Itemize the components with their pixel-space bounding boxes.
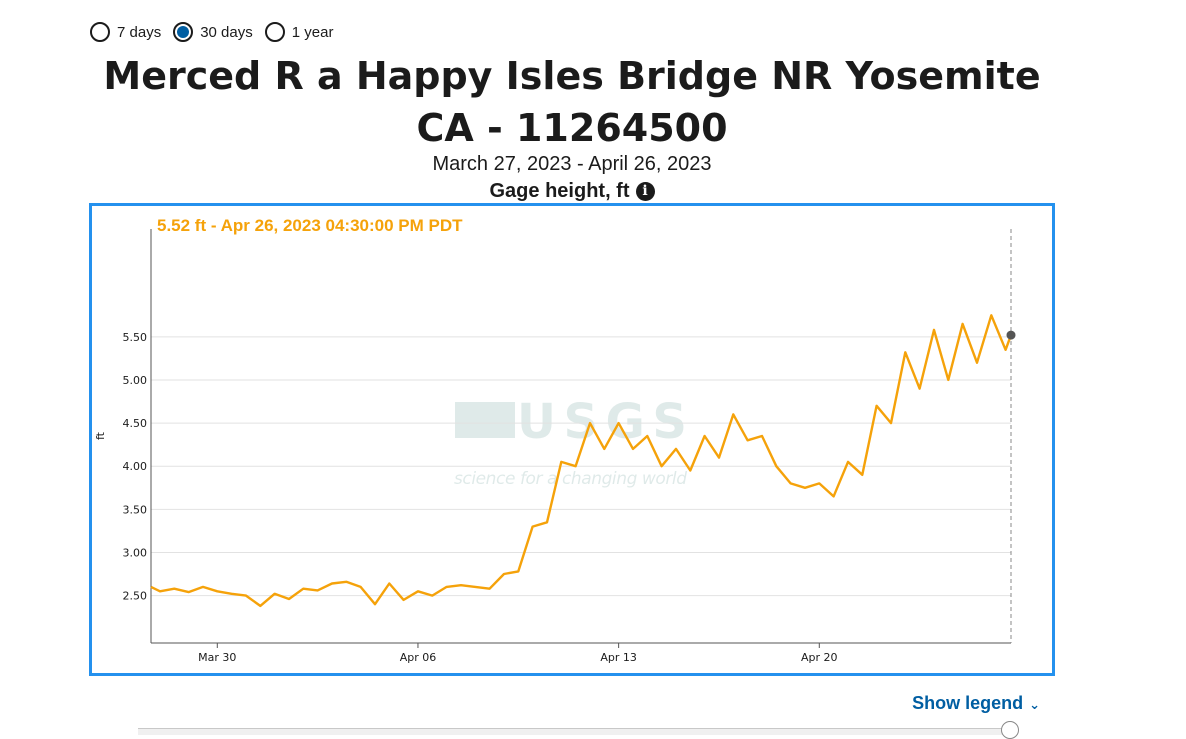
- y-tick-label: 3.50: [123, 503, 148, 516]
- x-tick-label: Mar 30: [198, 651, 236, 664]
- chevron-down-icon: ⌄: [1029, 697, 1040, 712]
- radio-button[interactable]: [173, 22, 194, 42]
- y-tick-label: 4.00: [123, 460, 148, 473]
- axes: [150, 229, 1011, 648]
- gage-height-series-line: [150, 314, 1013, 608]
- period-selector: 7 days 30 days 1 year: [90, 18, 345, 46]
- svg-text:science for a changing world: science for a changing world: [454, 469, 687, 489]
- value-tooltip: 5.52 ft - Apr 26, 2023 04:30:00 PM PDT: [157, 216, 463, 235]
- y-tick-label: 2.50: [123, 590, 148, 603]
- x-tick-label: Apr 13: [600, 651, 637, 664]
- info-icon[interactable]: i: [635, 182, 655, 201]
- gage-height-chart[interactable]: USGS science for a changing world ft 5.5…: [92, 206, 1052, 673]
- y-tick-label: 4.50: [123, 417, 148, 430]
- radio-button[interactable]: [264, 22, 285, 42]
- page-title: Merced R a Happy Isles Bridge NR Yosemit…: [103, 54, 1041, 150]
- radio-button[interactable]: [90, 22, 110, 42]
- radio-1-year[interactable]: 1 year: [264, 22, 334, 42]
- grid-lines: [151, 336, 1011, 597]
- svg-text:USGS: USGS: [517, 394, 687, 450]
- radio-label: 1 year: [291, 23, 334, 41]
- x-tick-label: Apr 06: [400, 651, 437, 664]
- current-value-point[interactable]: [1006, 330, 1016, 340]
- parameter-heading: Gage height, ft i: [90, 180, 1054, 203]
- radio-label: 30 days: [200, 23, 253, 41]
- x-tick-labels: Mar 30 Apr 06 Apr 13 Apr 20: [198, 651, 837, 664]
- show-legend-label: Show legend: [912, 693, 1024, 713]
- x-tick-label: Apr 20: [801, 651, 838, 664]
- show-legend-button[interactable]: Show legend ⌄: [912, 693, 1040, 714]
- y-tick-labels: 5.50 5.00 4.50 4.00 3.50 3.00 2.50: [123, 331, 148, 603]
- parameter-label: Gage height, ft: [489, 180, 630, 202]
- y-tick-label: 3.00: [123, 546, 148, 559]
- radio-30-days[interactable]: 30 days: [173, 22, 253, 42]
- y-tick-label: 5.50: [123, 331, 148, 344]
- brush-slider-handle[interactable]: [1001, 721, 1019, 739]
- usgs-watermark: USGS science for a changing world: [454, 394, 687, 489]
- y-tick-label: 5.00: [123, 374, 148, 387]
- chart-container[interactable]: USGS science for a changing world ft 5.5…: [89, 203, 1055, 676]
- y-axis-label: ft: [94, 431, 107, 440]
- radio-label: 7 days: [117, 23, 162, 41]
- radio-7-days[interactable]: 7 days: [90, 22, 161, 42]
- date-range: March 27, 2023 - April 26, 2023: [432, 153, 712, 175]
